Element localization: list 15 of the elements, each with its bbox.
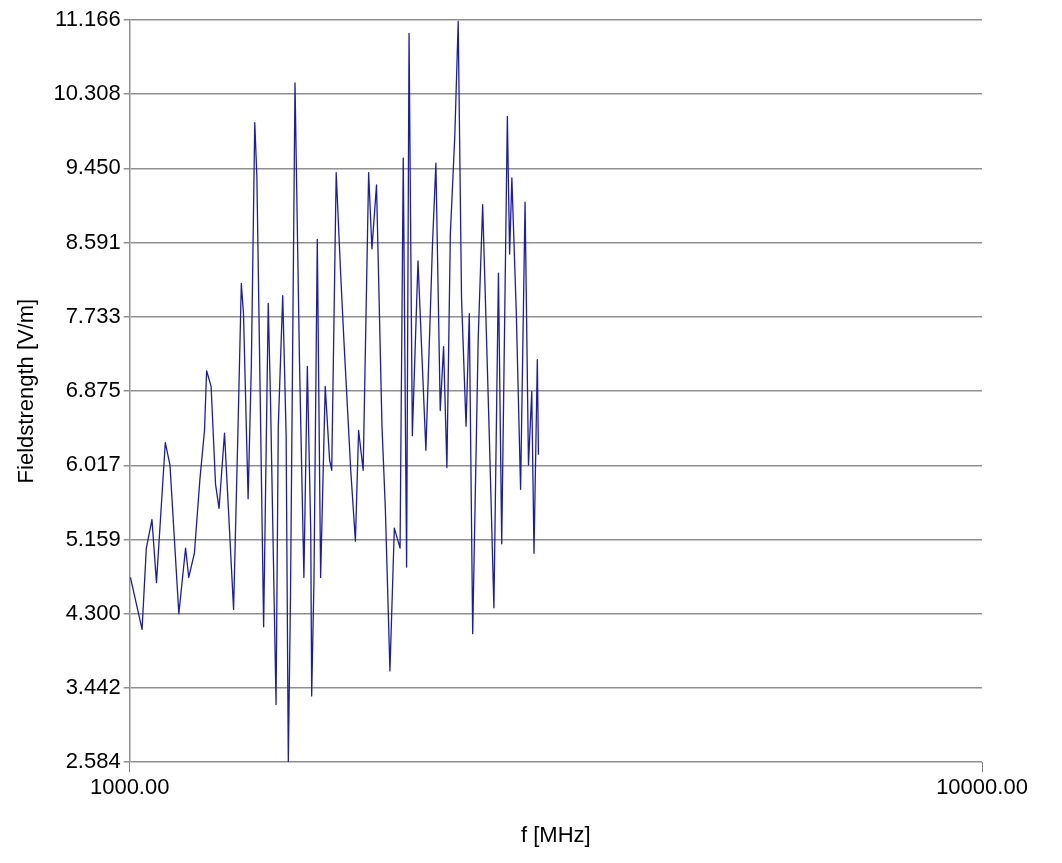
x-tick-label: 1000.00: [89, 774, 170, 800]
y-tick-label: 10.308: [53, 80, 121, 106]
y-tick-label: 2.584: [65, 748, 121, 774]
y-tick-label: 6.875: [65, 377, 121, 403]
x-axis-title: f [MHz]: [521, 821, 591, 847]
y-tick-label: 6.017: [65, 451, 121, 477]
y-tick-label: 3.442: [65, 674, 121, 700]
y-tick-label: 5.159: [65, 525, 121, 551]
y-axis-title: Fieldstrength [V/m]: [13, 298, 39, 484]
y-tick-label: 11.166: [55, 6, 121, 32]
x-tick-label: 10000.00: [936, 774, 1028, 800]
y-tick-label: 9.450: [65, 154, 121, 180]
y-tick-label: 8.591: [65, 228, 121, 254]
y-tick-label: 7.733: [65, 302, 121, 328]
y-tick-label: 4.300: [65, 599, 121, 625]
